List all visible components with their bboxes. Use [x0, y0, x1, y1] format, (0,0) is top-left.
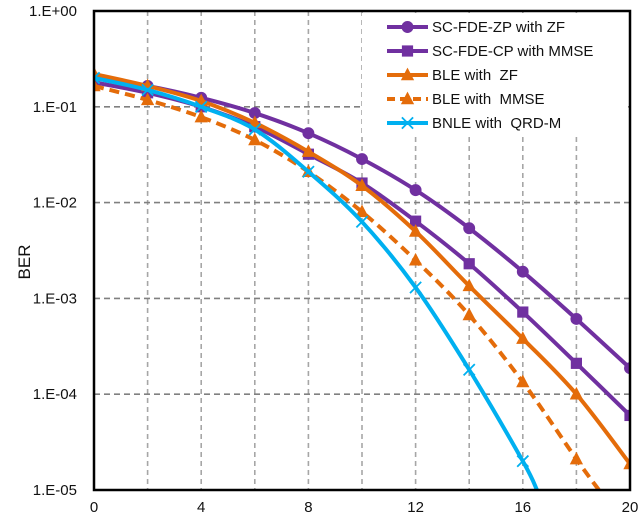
x-marker: [401, 116, 414, 130]
legend-label: SC-FDE-CP with MMSE: [432, 43, 593, 60]
x-tick-label: 8: [304, 499, 312, 516]
triangle-marker: [462, 307, 476, 321]
plot-frame: [92, 9, 632, 492]
circle-marker: [356, 153, 368, 165]
y-tick-label: 1.E-03: [33, 290, 77, 307]
square-marker: [401, 45, 414, 57]
circle-marker: [570, 313, 583, 325]
series-layer: [94, 66, 630, 490]
legend-label: SC-FDE-ZP with ZF: [432, 19, 565, 36]
square-marker: [463, 258, 475, 270]
x-marker: [516, 454, 530, 468]
legend-item: BNLE with QRD-M: [387, 115, 561, 132]
series-line: [94, 76, 539, 490]
triangle-marker: [408, 252, 423, 266]
triangle-marker: [355, 204, 369, 218]
x-marker: [248, 123, 262, 136]
x-tick-label: 4: [197, 499, 205, 516]
series-line: [94, 75, 630, 370]
series-line: [94, 72, 630, 466]
x-tick-label: 0: [90, 499, 98, 516]
y-tick-label: 1.E-02: [33, 195, 77, 212]
circle-marker: [624, 362, 630, 375]
grid-layer: [94, 11, 630, 490]
square-marker: [570, 357, 582, 369]
square-marker: [517, 306, 529, 318]
y-tick-label: 1.E-01: [33, 99, 77, 116]
x-marker: [194, 100, 208, 114]
x-marker: [141, 83, 154, 97]
triangle-marker: [194, 109, 208, 123]
circle-marker: [302, 127, 315, 140]
tick-layer: 0 4 8 12 16 20 1.E+00 1.E-01 1.E-02 1.E-03 1.E-04 1…: [29, 3, 638, 516]
triangle-marker: [248, 132, 262, 146]
circle-marker: [516, 265, 529, 278]
legend-item: BLE with ZF: [387, 67, 518, 84]
triangle-marker: [516, 374, 530, 388]
x-tick-label: 16: [514, 499, 531, 516]
triangle-marker: [94, 78, 101, 92]
triangle-marker: [140, 92, 155, 106]
triangle-marker: [569, 451, 584, 465]
y-tick-label: 1.E+00: [29, 3, 77, 20]
y-tick-label: 1.E-04: [33, 386, 77, 403]
legend-item: SC-FDE-ZP with ZF: [387, 19, 565, 36]
circle-marker: [248, 107, 261, 120]
legend-item: BLE with MMSE: [387, 91, 545, 108]
y-tick-label: 1.E-05: [33, 482, 77, 499]
legend-item: SC-FDE-CP with MMSE: [387, 43, 593, 60]
x-marker: [94, 71, 101, 85]
circle-marker: [409, 184, 422, 197]
triangle-marker: [400, 67, 415, 81]
triangle-marker: [569, 386, 584, 400]
x-tick-label: 20: [622, 499, 639, 516]
legend-label: BLE with ZF: [432, 67, 518, 84]
y-axis-title: BER: [15, 245, 34, 280]
x-tick-label: 12: [407, 499, 424, 516]
triangle-marker: [400, 91, 415, 105]
triangle-marker: [623, 456, 630, 470]
triangle-marker: [355, 178, 369, 191]
x-marker: [302, 165, 315, 178]
square-marker: [624, 409, 630, 422]
x-marker: [355, 215, 369, 229]
triangle-marker: [516, 331, 530, 344]
legend: SC-FDE-ZP with ZF SC-FDE-CP with MMSE BLE …: [362, 13, 628, 135]
circle-marker: [401, 21, 414, 33]
x-marker: [409, 281, 422, 294]
series-bnle-with-qrd-m: [94, 71, 539, 490]
triangle-marker: [301, 144, 316, 157]
square-marker: [94, 76, 100, 88]
legend-label: BLE with MMSE: [432, 91, 545, 108]
square-marker: [410, 215, 422, 227]
circle-marker: [463, 222, 476, 235]
triangle-marker: [462, 278, 476, 292]
x-marker: [462, 363, 476, 376]
series-line: [94, 84, 601, 490]
triangle-marker: [408, 224, 423, 237]
legend-label: BNLE with QRD-M: [432, 115, 561, 132]
